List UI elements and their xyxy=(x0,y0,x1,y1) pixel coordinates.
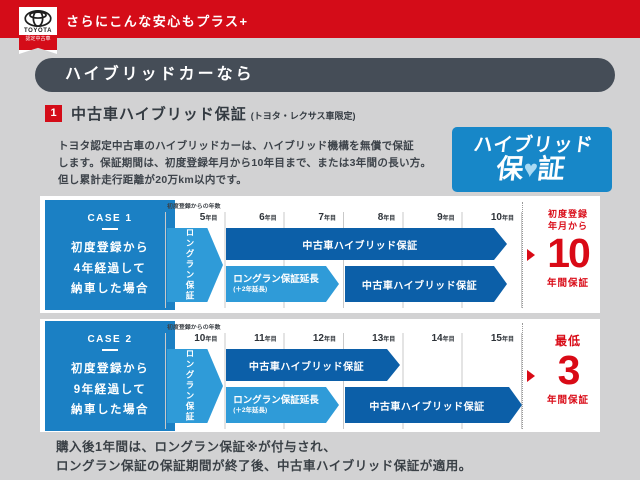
footer-note: 購入後1年間は、ロングラン保証※が付与され、 ロングラン保証の保証期間が終了後、… xyxy=(56,438,472,476)
axis-label: 初度登録からの年数 xyxy=(167,324,221,331)
longrun-extension-bar: ロングラン保証延長 (＋2年延長) xyxy=(226,387,339,423)
section-title: 中古車ハイブリッド保証 xyxy=(71,106,247,123)
footer-line: 購入後1年間は、ロングラン保証※が付与され、 xyxy=(56,440,337,454)
toyota-wordmark: TOYOTA xyxy=(23,28,53,34)
hybrid-warranty-bar-top: 中古車ハイブリッド保証 xyxy=(226,349,400,381)
case2-label: CASE 2 xyxy=(87,334,133,345)
header-tagline: さらにこんな安心もプラス+ xyxy=(66,14,249,29)
case1-row: CASE 1 初度登録から 4年経過して 納車した場合 初度登録からの年数 5年… xyxy=(40,200,600,312)
case1-label: CASE 1 xyxy=(87,213,133,224)
arrow-right-icon xyxy=(527,249,535,261)
warranty-years-number: 3 xyxy=(557,347,581,394)
section-note: (トヨタ・レクサス車限定) xyxy=(250,110,356,121)
toyota-certified-badge: TOYOTA 認定中古車 xyxy=(19,7,57,54)
dotted-separator xyxy=(522,202,523,308)
case2-result: 最低 3 年間保証 xyxy=(536,333,600,406)
row-divider xyxy=(40,313,600,319)
case2-timeline-chart: 初度登録からの年数 10年目 11年目 12年目 13年目 14年目 15年目 … xyxy=(165,321,525,433)
page-title: ハイブリッドカーなら xyxy=(35,58,615,92)
description-line: します。保証期間は、初度登録年月から10年目まで、または3年間の長い方。 xyxy=(58,156,432,169)
case2-row: CASE 2 初度登録から 9年経過して 納車した場合 初度登録からの年数 10… xyxy=(40,321,600,433)
section-description: トヨタ認定中古車のハイブリッドカーは、ハイブリッド機構を無償で保証 します。保証… xyxy=(58,138,431,188)
dotted-separator xyxy=(522,323,523,429)
section-number-badge: 1 xyxy=(45,105,62,122)
longrun-warranty-bar: ロングラン保証 xyxy=(167,349,223,423)
toyota-emblem-icon xyxy=(24,10,52,27)
case1-box: CASE 1 初度登録から 4年経過して 納車した場合 xyxy=(45,200,175,310)
arrow-right-icon xyxy=(527,370,535,382)
hybrid-warranty-bar-top: 中古車ハイブリッド保証 xyxy=(226,228,507,260)
hybrid-warranty-bar-bottom: 中古車ハイブリッド保証 xyxy=(345,266,507,302)
case1-timeline-chart: 初度登録からの年数 5年目 6年目 7年目 8年目 9年目 10年目 ロングラン… xyxy=(165,200,525,312)
header-bar: さらにこんな安心もプラス+ xyxy=(0,0,640,38)
axis-label: 初度登録からの年数 xyxy=(167,203,221,210)
hybrid-warranty-bar-bottom: 中古車ハイブリッド保証 xyxy=(345,387,522,423)
section-heading: 1 中古車ハイブリッド保証 (トヨタ・レクサス車限定) xyxy=(45,103,356,124)
longrun-warranty-bar: ロングラン保証 xyxy=(167,228,223,302)
hybrid-logo-line1: ハイブリッド xyxy=(472,135,595,156)
footer-line: ロングラン保証の保証期間が終了後、中古車ハイブリッド保証が適用。 xyxy=(56,458,472,473)
case1-result: 初度登録 年月から 10 年間保証 xyxy=(536,208,600,289)
longrun-extension-bar: ロングラン保証延長 (＋2年延長) xyxy=(226,266,339,302)
case2-box: CASE 2 初度登録から 9年経過して 納車した場合 xyxy=(45,321,175,431)
warranty-years-number: 10 xyxy=(547,230,591,277)
hybrid-logo-line2: 保♥証 xyxy=(494,154,567,184)
certified-used-car-label: 認定中古車 xyxy=(19,35,57,50)
description-line: トヨタ認定中古車のハイブリッドカーは、ハイブリッド機構を無償で保証 xyxy=(58,140,414,152)
hybrid-warranty-logo: ハイブリッド 保♥証 xyxy=(452,127,612,192)
description-line: 但し累計走行距離が20万km以内です。 xyxy=(58,173,248,186)
